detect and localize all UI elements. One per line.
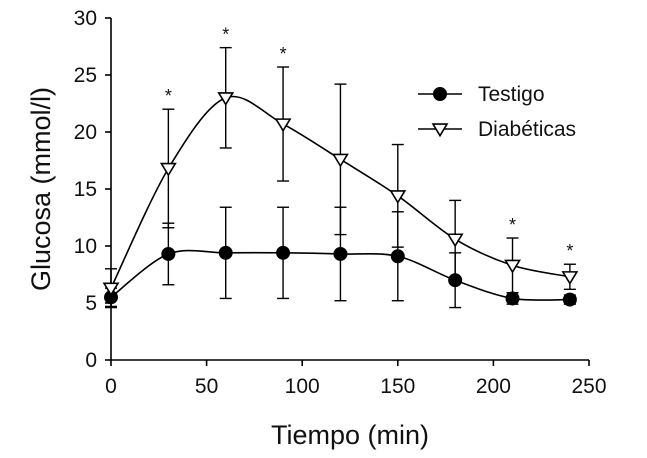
series-layer (102, 46, 579, 309)
significance-star: * (280, 44, 287, 64)
series-diabeticas (102, 46, 579, 309)
x-tick-label: 50 (195, 375, 218, 398)
y-tick-label: 25 (74, 64, 97, 87)
legend-label-diabeticas: Diabéticas (478, 118, 576, 141)
data-point-diabeticas (217, 92, 235, 106)
legend: Testigo Diabéticas (418, 83, 576, 141)
data-point-testigo (505, 291, 520, 306)
legend-marker-testigo (433, 87, 447, 101)
x-tick-label: 250 (571, 375, 606, 398)
data-point-testigo (333, 246, 348, 261)
significance-layer: * * * * * (165, 25, 574, 262)
data-point-diabeticas (446, 233, 464, 248)
legend-marker-diabeticas (431, 123, 449, 138)
data-point-diabeticas (102, 282, 120, 297)
data-point-testigo (161, 246, 176, 261)
significance-star: * (165, 86, 172, 106)
y-tick-label: 10 (74, 235, 97, 258)
data-point-testigo (276, 245, 291, 260)
x-tick-label: 150 (380, 375, 415, 398)
data-point-testigo (390, 249, 405, 264)
x-tick-label: 100 (285, 375, 320, 398)
data-point-testigo (218, 245, 233, 260)
data-point-diabeticas (389, 190, 407, 205)
data-point-diabeticas (504, 259, 521, 274)
significance-star: * (566, 241, 573, 261)
y-axis-title: Glucosa (mmol/l) (26, 87, 56, 291)
x-axis-title: Tiempo (min) (271, 420, 429, 450)
legend-label-testigo: Testigo (478, 83, 545, 106)
x-axis-ticks: 0 50 100 150 200 250 (105, 360, 607, 398)
data-point-diabeticas (561, 271, 579, 285)
x-tick-label: 200 (476, 375, 511, 398)
y-tick-label: 5 (85, 292, 97, 315)
y-tick-label: 30 (74, 7, 97, 30)
y-axis-ticks: 0 5 10 15 20 25 30 (74, 7, 111, 372)
significance-star: * (509, 215, 516, 235)
x-tick-label: 0 (105, 375, 117, 398)
axes (110, 18, 589, 361)
y-tick-label: 15 (74, 178, 97, 201)
data-point-diabeticas (159, 162, 177, 177)
y-tick-label: 20 (74, 121, 97, 144)
data-point-diabeticas (332, 153, 349, 168)
data-point-diabeticas (274, 118, 292, 133)
y-tick-label: 0 (85, 349, 97, 372)
significance-star: * (222, 25, 229, 45)
data-point-testigo (562, 292, 577, 307)
